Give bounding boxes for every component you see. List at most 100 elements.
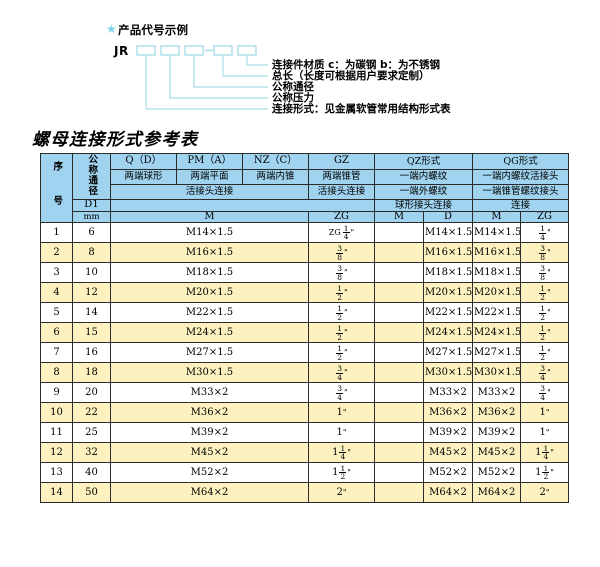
cell-dn: 32 — [72, 442, 111, 464]
cell-qz-m — [374, 402, 424, 424]
cell-qg-m: M30×1.5 — [472, 362, 522, 384]
cell-qz-d: M45×2 — [422, 442, 474, 464]
cell-qz-d: M18×1.5 — [422, 262, 474, 284]
cell-gz-zg: 3 8 " — [308, 262, 375, 284]
cell-qg-m: M20×1.5 — [472, 282, 522, 304]
code-prefix-label: JR — [114, 44, 129, 58]
leader-label-bore: 公称通径 — [272, 81, 314, 93]
cell-qpn-m: M33×2 — [110, 382, 309, 404]
col-header-d1: D1 — [72, 199, 111, 212]
cell-seq: 8 — [40, 362, 73, 384]
conn-union-qpn: 活接头连接 — [110, 184, 309, 201]
cell-qz-d: M27×1.5 — [422, 342, 474, 364]
leader-line-5 — [145, 55, 268, 110]
table-title: 螺母连接形式参考表 — [32, 130, 199, 150]
cell-qg-zg: 2 " — [520, 482, 570, 504]
cell-seq: 14 — [40, 482, 73, 504]
cell-qz-m — [374, 422, 424, 444]
cell-dn: 16 — [72, 342, 111, 364]
table-row: 3 10 M18×1.5 3 8 " M18×1.5 M18×1.5 3 8 " — [40, 262, 570, 284]
cell-qz-d: M30×1.5 — [422, 362, 474, 384]
table-row: 9 20 M33×2 3 4 " M33×2 M33×2 3 4 " — [40, 382, 570, 404]
unit-gz-zg: ZG — [308, 210, 375, 224]
cell-qg-m: M64×2 — [472, 482, 522, 504]
cell-qg-zg: 1 4 " — [520, 222, 570, 244]
cell-qg-m: M39×2 — [472, 422, 522, 444]
col-header-unit-mm: mm — [72, 210, 111, 224]
code-diagram-graphics — [136, 45, 268, 110]
endtype-nzc: 两端内锥 — [242, 168, 309, 186]
cell-qg-m: M52×2 — [472, 462, 522, 484]
conn-ball-qz: 球形接头连接 — [373, 199, 474, 212]
endtype-qg: 一端内螺纹活接头 — [472, 168, 570, 186]
cell-gz-zg: 1 2 " — [308, 282, 375, 304]
code-box-5 — [237, 45, 257, 56]
cell-gz-zg: 1 " — [308, 422, 375, 444]
cell-gz-zg: 1 1 2 " — [308, 462, 375, 484]
cell-qg-zg: 3 4 " — [520, 382, 570, 404]
header-row-conn: 活接头连接 活接头连接 一端外螺纹 一端锥管螺纹接头 — [41, 184, 570, 201]
conn-blank-cell — [110, 199, 375, 212]
cell-qz-m — [374, 322, 424, 344]
table-row: 6 15 M24×1.5 1 2 " M24×1.5 M24×1.5 1 2 " — [40, 322, 570, 344]
cell-qg-m: M22×1.5 — [472, 302, 522, 324]
cell-seq: 4 — [40, 282, 73, 304]
cell-gz-zg: 3 4 " — [308, 362, 375, 384]
cell-qz-d: M36×2 — [422, 402, 474, 424]
cell-qz-m — [374, 242, 424, 264]
cell-qpn-m: M16×1.5 — [110, 242, 309, 264]
cell-qz-m — [374, 302, 424, 324]
cell-qg-zg: 1 2 " — [520, 342, 570, 364]
cell-qg-zg: 1 1 4 " — [520, 442, 570, 464]
cell-dn: 50 — [72, 482, 111, 504]
table-row: 4 12 M20×1.5 1 2 " M20×1.5 M20×1.5 1 2 " — [40, 282, 570, 304]
table-row: 12 32 M45×2 1 1 4 " M45×2 M45×2 1 1 4 " — [40, 442, 570, 464]
group-header-pma: PM（A） — [176, 153, 243, 170]
cell-dn: 12 — [72, 282, 111, 304]
cell-qz-m — [374, 362, 424, 384]
cell-qg-zg: 1 " — [520, 402, 570, 424]
cell-seq: 6 — [40, 322, 73, 344]
unit-qg-zg: ZG — [520, 210, 570, 224]
conn-union-gz: 活接头连接 — [308, 184, 375, 201]
cell-seq: 11 — [40, 422, 73, 444]
cell-dn: 10 — [72, 262, 111, 284]
cell-qpn-m: M30×1.5 — [110, 362, 309, 384]
cell-gz-zg: ZG 1 4 " — [308, 222, 375, 244]
cell-qg-zg: 1 2 " — [520, 322, 570, 344]
header-row-endtype: 两端球形 两端平面 两端内锥 两端锥管 一端内螺纹 一端内螺纹活接头 — [41, 168, 570, 186]
cell-qpn-m: M14×1.5 — [110, 222, 309, 244]
cell-qpn-m: M18×1.5 — [110, 262, 309, 284]
cell-dn: 15 — [72, 322, 111, 344]
cell-qg-m: M33×2 — [472, 382, 522, 404]
cell-qpn-m: M20×1.5 — [110, 282, 309, 304]
leader-lines — [145, 55, 268, 110]
unit-qg-m: M — [472, 210, 522, 224]
spec-table-container: 序 号 公称通径 Q（D） PM（A） NZ（C） GZ QZ形式 QG形式 两… — [40, 152, 570, 504]
cell-dn: 18 — [72, 362, 111, 384]
leader-line-3 — [193, 55, 268, 88]
group-header-qz: QZ形式 — [373, 153, 474, 170]
cell-qg-m: M14×1.5 — [472, 222, 522, 244]
cell-qpn-m: M36×2 — [110, 402, 309, 424]
cell-qpn-m: M27×1.5 — [110, 342, 309, 364]
cell-qpn-m: M24×1.5 — [110, 322, 309, 344]
unit-qz-m: M — [374, 210, 424, 224]
table-row: 10 22 M36×2 1 " M36×2 M36×2 1 " — [40, 402, 570, 424]
diagram-heading: 产品代号示例 — [118, 23, 189, 37]
table-row: 13 40 M52×2 1 1 2 " M52×2 M52×2 1 1 2 " — [40, 462, 570, 484]
cell-qz-m — [374, 382, 424, 404]
cell-qz-d: M64×2 — [422, 482, 474, 504]
table-header: 序 号 公称通径 Q（D） PM（A） NZ（C） GZ QZ形式 QG形式 两… — [40, 152, 570, 224]
cell-dn: 40 — [72, 462, 111, 484]
table-row: 14 50 M64×2 2 " M64×2 M64×2 2 " — [40, 482, 570, 504]
cell-seq: 2 — [40, 242, 73, 264]
cell-qz-m — [374, 482, 424, 504]
leader-label-pressure: 公称压力 — [272, 92, 314, 104]
cell-qz-m — [374, 462, 424, 484]
cell-qpn-m: M45×2 — [110, 442, 309, 464]
cell-qz-m — [374, 342, 424, 364]
cell-dn: 8 — [72, 242, 111, 264]
cell-gz-zg: 3 8 " — [308, 242, 375, 264]
header-row-group: 序 号 公称通径 Q（D） PM（A） NZ（C） GZ QZ形式 QG形式 — [40, 152, 570, 224]
